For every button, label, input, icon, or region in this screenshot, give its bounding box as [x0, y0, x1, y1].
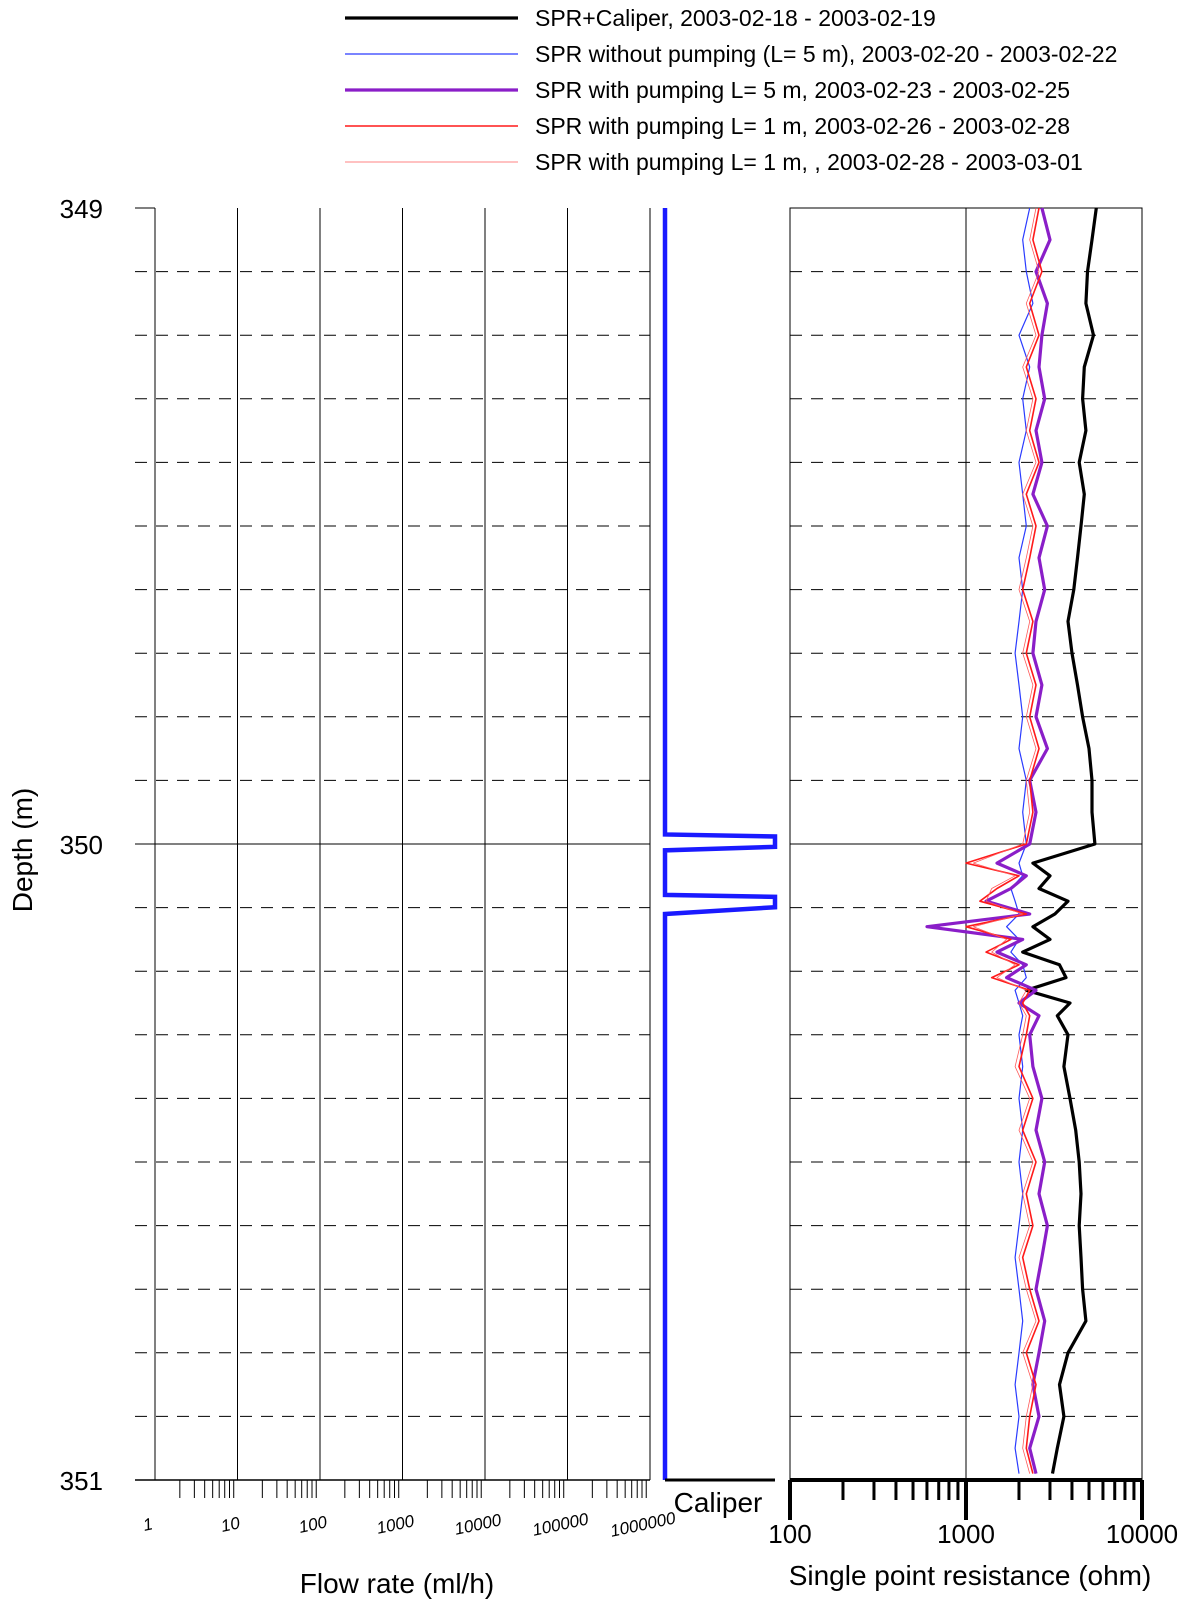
legend-label-4: SPR with pumping L= 1 m, 2003-02-26 - 20…	[535, 113, 1070, 139]
spr-series-3	[927, 208, 1050, 1474]
caliper-axis-title: Caliper	[674, 1487, 763, 1518]
legend-label-2: SPR without pumping (L= 5 m), 2003-02-20…	[535, 41, 1117, 67]
spr-tick-label: 100	[768, 1519, 811, 1549]
flow-tick-label: 100	[297, 1512, 329, 1537]
spr-tick-label: 10000	[1106, 1519, 1178, 1549]
flow-tick-label: 10000	[453, 1510, 504, 1539]
depth-tick-label: 349	[60, 194, 103, 224]
caliper-panel	[665, 208, 775, 1480]
grid	[135, 272, 1142, 1417]
flow-tick-label: 1	[141, 1514, 154, 1535]
spr-panel: 100 1000 10000	[768, 208, 1178, 1549]
spr-tick-label: 1000	[937, 1519, 995, 1549]
depth-axis-title: Depth (m)	[7, 788, 38, 912]
flow-tick-label: 100000	[531, 1509, 591, 1539]
axes: 349 350 351	[60, 194, 103, 1496]
caliper-curve	[665, 208, 775, 1480]
depth-tick-label: 351	[60, 1466, 103, 1496]
legend-label-3: SPR with pumping L= 5 m, 2003-02-23 - 20…	[535, 77, 1070, 103]
flow-axis-title: Flow rate (ml/h)	[300, 1568, 494, 1599]
flow-rate-panel: 1 10 100 1000 10000 100000 1000000	[135, 208, 678, 1541]
legend-label-5: SPR with pumping L= 1 m, , 2003-02-28 - …	[535, 149, 1083, 175]
legend-label-1: SPR+Caliper, 2003-02-18 - 2003-02-19	[535, 5, 936, 31]
legend: SPR+Caliper, 2003-02-18 - 2003-02-19 SPR …	[345, 5, 1117, 175]
flow-tick-label: 1000000	[609, 1508, 678, 1540]
spr-series-1	[1023, 208, 1097, 1474]
flow-tick-label: 10	[219, 1513, 242, 1536]
flow-tick-label: 1000	[375, 1511, 416, 1538]
depth-tick-label: 350	[60, 830, 103, 860]
spr-axis-title: Single point resistance (ohm)	[789, 1560, 1152, 1591]
